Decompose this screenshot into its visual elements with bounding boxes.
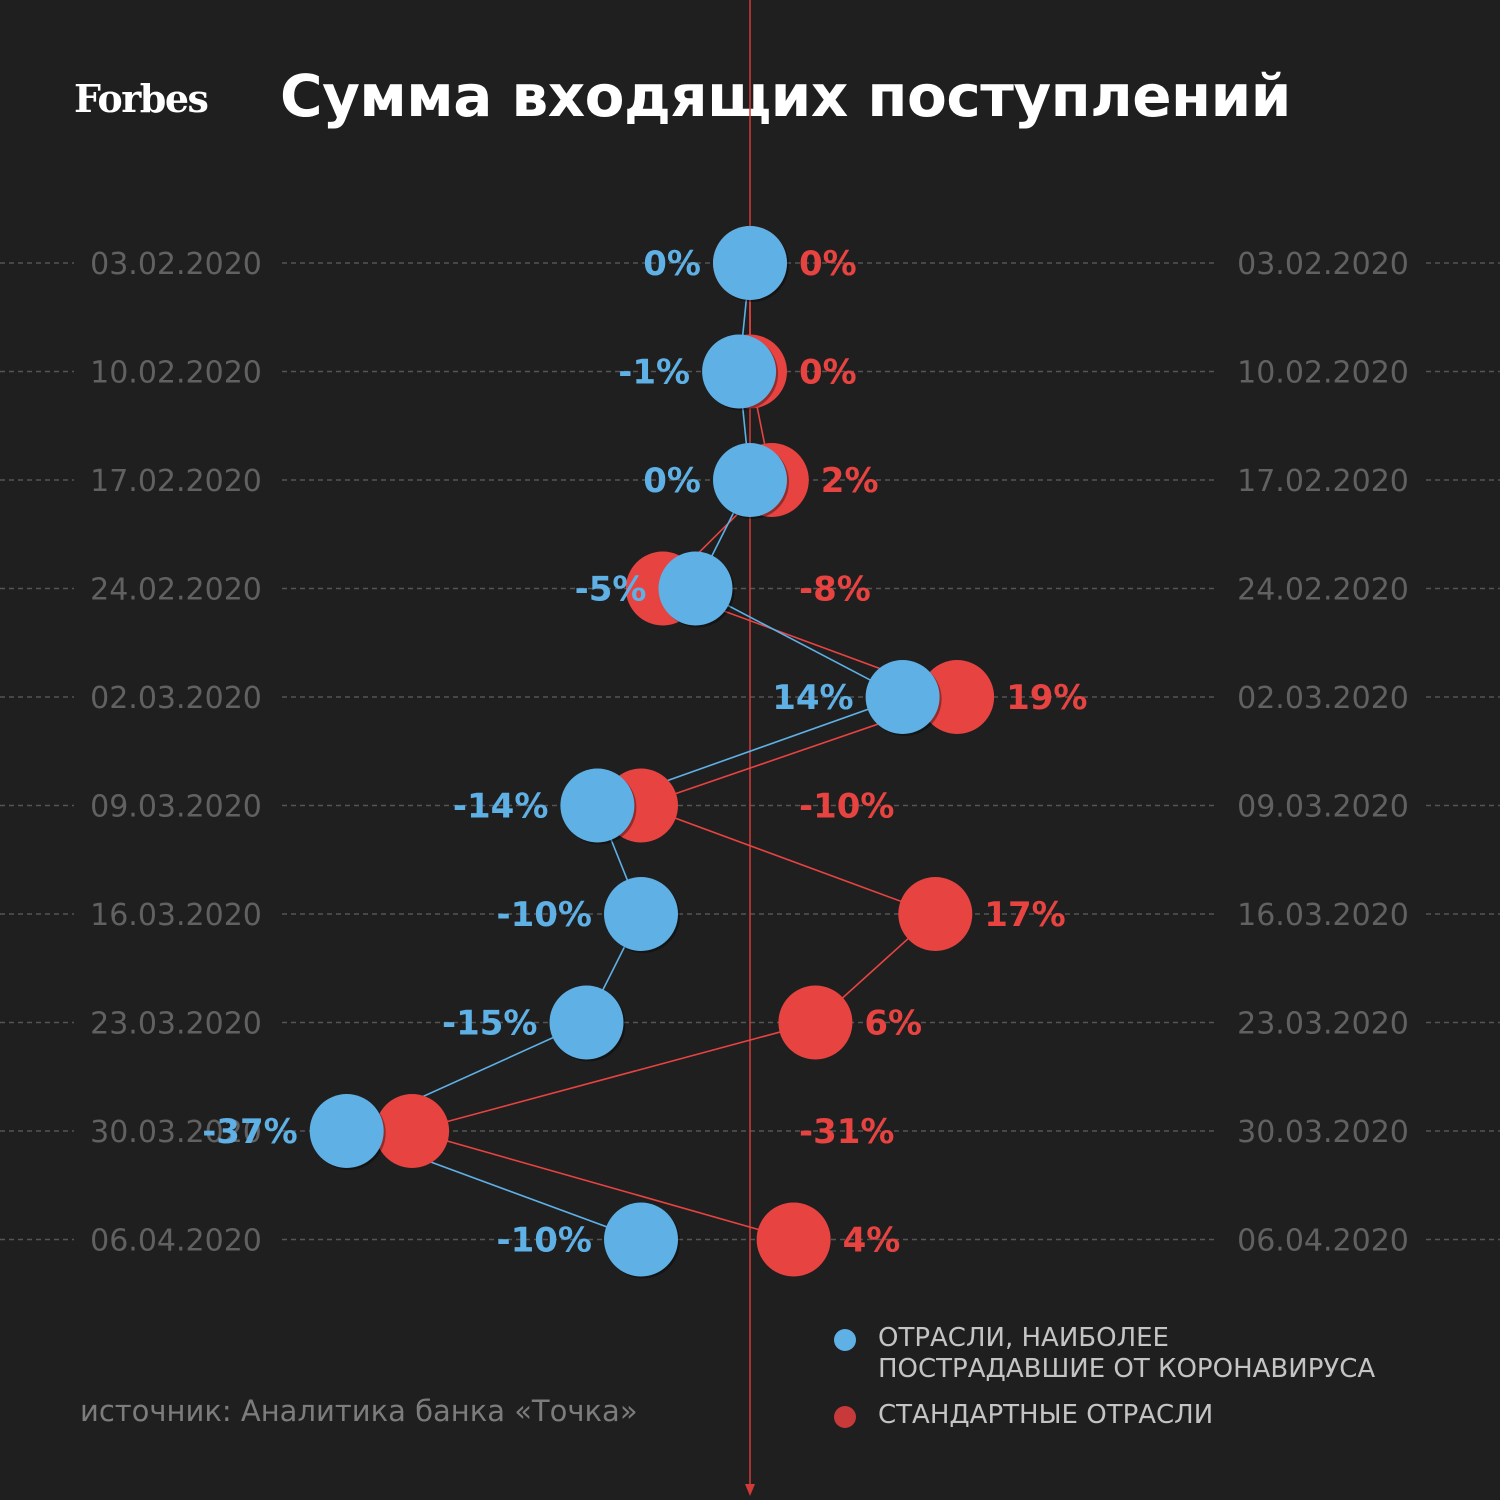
legend-label-standard: СТАНДАРТНЫЕ ОТРАСЛИ [878, 1400, 1214, 1430]
legend-marker-affected [834, 1329, 856, 1351]
date-label-right: 24.02.2020 [1237, 573, 1409, 608]
legend-item-standard: СТАНДАРТНЫЕ ОТРАСЛИ [834, 1400, 1213, 1431]
axis-arrow [745, 1484, 755, 1496]
series-line-standard [409, 263, 960, 1241]
point-affected [702, 334, 777, 409]
date-label-left: 03.02.2020 [90, 247, 262, 282]
source-note: источник: Аналитика банка «Точка» [80, 1394, 638, 1428]
point-standard [375, 1094, 450, 1168]
date-label-left: 30.03.2020 [90, 1115, 262, 1150]
series-line-affected [344, 262, 905, 1241]
date-label-left: 24.02.2020 [90, 573, 262, 608]
value-label-standard: 6% [864, 1004, 922, 1044]
point-affected [309, 1094, 384, 1168]
value-label-affected: -37% [202, 1112, 298, 1152]
legend-label-affected: ОТРАСЛИ, НАИБОЛЕЕ ПОСТРАДАВШИЕ ОТ КОРОНА… [878, 1323, 1376, 1384]
value-label-affected: 0% [643, 461, 701, 501]
date-label-left: 23.03.2020 [90, 1007, 262, 1042]
date-label-right: 02.03.2020 [1237, 681, 1409, 716]
value-label-affected: -1% [618, 353, 690, 393]
value-label-standard: -8% [799, 570, 871, 610]
date-label-right: 30.03.2020 [1237, 1115, 1409, 1150]
point-affected [865, 660, 940, 734]
point-standard [898, 877, 973, 951]
point-affected [560, 768, 635, 843]
point-affected [658, 551, 733, 626]
point-standard [778, 985, 853, 1060]
point-affected [604, 1202, 678, 1277]
date-label-left: 06.04.2020 [90, 1224, 262, 1259]
value-label-standard: -31% [799, 1112, 895, 1152]
value-label-standard: 4% [843, 1221, 901, 1261]
value-label-affected: -10% [497, 895, 593, 935]
value-label-affected: -14% [453, 787, 549, 827]
point-affected [604, 877, 678, 951]
value-label-standard: 2% [821, 461, 879, 501]
value-label-affected: -5% [575, 570, 647, 610]
value-label-standard: 17% [984, 895, 1065, 935]
date-label-left: 17.02.2020 [90, 464, 262, 499]
value-label-affected: -15% [442, 1004, 538, 1044]
date-label-right: 17.02.2020 [1237, 464, 1409, 499]
value-label-standard: 0% [799, 244, 857, 284]
date-label-right: 09.03.2020 [1237, 790, 1409, 825]
value-label-standard: -10% [799, 787, 895, 827]
value-label-standard: 0% [799, 353, 857, 393]
point-affected [549, 985, 624, 1060]
date-label-right: 16.03.2020 [1237, 898, 1409, 933]
value-label-affected: -10% [497, 1221, 593, 1261]
point-affected [713, 443, 787, 517]
date-label-left: 02.03.2020 [90, 681, 262, 716]
legend-marker-standard [834, 1406, 856, 1428]
point-standard [756, 1202, 831, 1277]
value-label-affected: 0% [643, 244, 701, 284]
date-label-right: 23.03.2020 [1237, 1007, 1409, 1042]
date-label-left: 16.03.2020 [90, 898, 262, 933]
value-label-standard: 19% [1006, 678, 1087, 718]
value-label-affected: 14% [772, 678, 853, 718]
point-affected [713, 226, 787, 300]
date-label-left: 09.03.2020 [90, 790, 262, 825]
point-standard [920, 660, 995, 734]
date-label-right: 06.04.2020 [1237, 1224, 1409, 1259]
date-label-right: 10.02.2020 [1237, 356, 1409, 391]
date-label-right: 03.02.2020 [1237, 247, 1409, 282]
date-label-left: 10.02.2020 [90, 356, 262, 391]
forbes-logo: Forbes [74, 76, 209, 121]
chart-title: Сумма входящих поступлений [280, 62, 1291, 130]
legend-item-affected: ОТРАСЛИ, НАИБОЛЕЕ ПОСТРАДАВШИЕ ОТ КОРОНА… [834, 1323, 1375, 1385]
